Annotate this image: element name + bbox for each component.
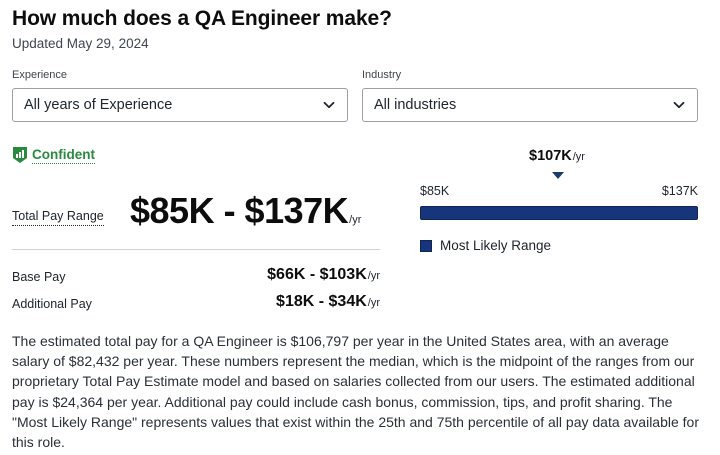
legend-label: Most Likely Range — [440, 238, 552, 253]
base-pay-amount: $66K - $103K — [267, 266, 367, 283]
base-pay-label: Base Pay — [12, 270, 66, 284]
legend-swatch — [420, 239, 432, 252]
bar-chart-shield-icon — [13, 147, 27, 163]
total-pay-range-label[interactable]: Total Pay Range — [12, 209, 104, 226]
experience-select-value: All years of Experience — [24, 97, 173, 113]
confidence-badge[interactable]: Confident — [12, 146, 95, 164]
additional-pay-unit: /yr — [367, 297, 380, 309]
experience-label: Experience — [12, 69, 68, 81]
range-max-label: $137K — [661, 184, 698, 198]
additional-pay-amount: $18K - $34K — [276, 293, 367, 310]
chevron-down-icon — [323, 101, 335, 109]
range-legend: Most Likely Range — [420, 238, 551, 253]
divider — [12, 249, 380, 250]
additional-pay-value: $18K - $34K /yr — [276, 293, 380, 311]
updated-date: Updated May 29, 2024 — [12, 36, 149, 51]
chevron-down-icon — [673, 101, 685, 109]
pay-description: The estimated total pay for a QA Enginee… — [12, 333, 700, 451]
confidence-label: Confident — [32, 146, 95, 164]
median-marker-icon — [552, 172, 564, 179]
most-likely-range-bar — [420, 206, 698, 220]
total-pay-range-unit: /yr — [349, 214, 362, 226]
median-pay-amount: $107K — [529, 148, 572, 164]
industry-select[interactable]: All industries — [362, 88, 698, 122]
range-min-label: $85K — [420, 184, 450, 198]
experience-select[interactable]: All years of Experience — [12, 88, 348, 122]
base-pay-unit: /yr — [367, 270, 380, 282]
median-pay-unit: /yr — [572, 151, 585, 163]
total-pay-range-amount: $85K - $137K — [130, 190, 349, 231]
median-pay: $107K /yr — [529, 148, 585, 164]
industry-select-value: All industries — [374, 97, 457, 113]
total-pay-range-value: $85K - $137K /yr — [130, 190, 361, 232]
base-pay-value: $66K - $103K /yr — [267, 266, 380, 284]
additional-pay-label: Additional Pay — [12, 297, 92, 311]
page-title: How much does a QA Engineer make? — [12, 7, 392, 30]
industry-label: Industry — [362, 69, 402, 81]
